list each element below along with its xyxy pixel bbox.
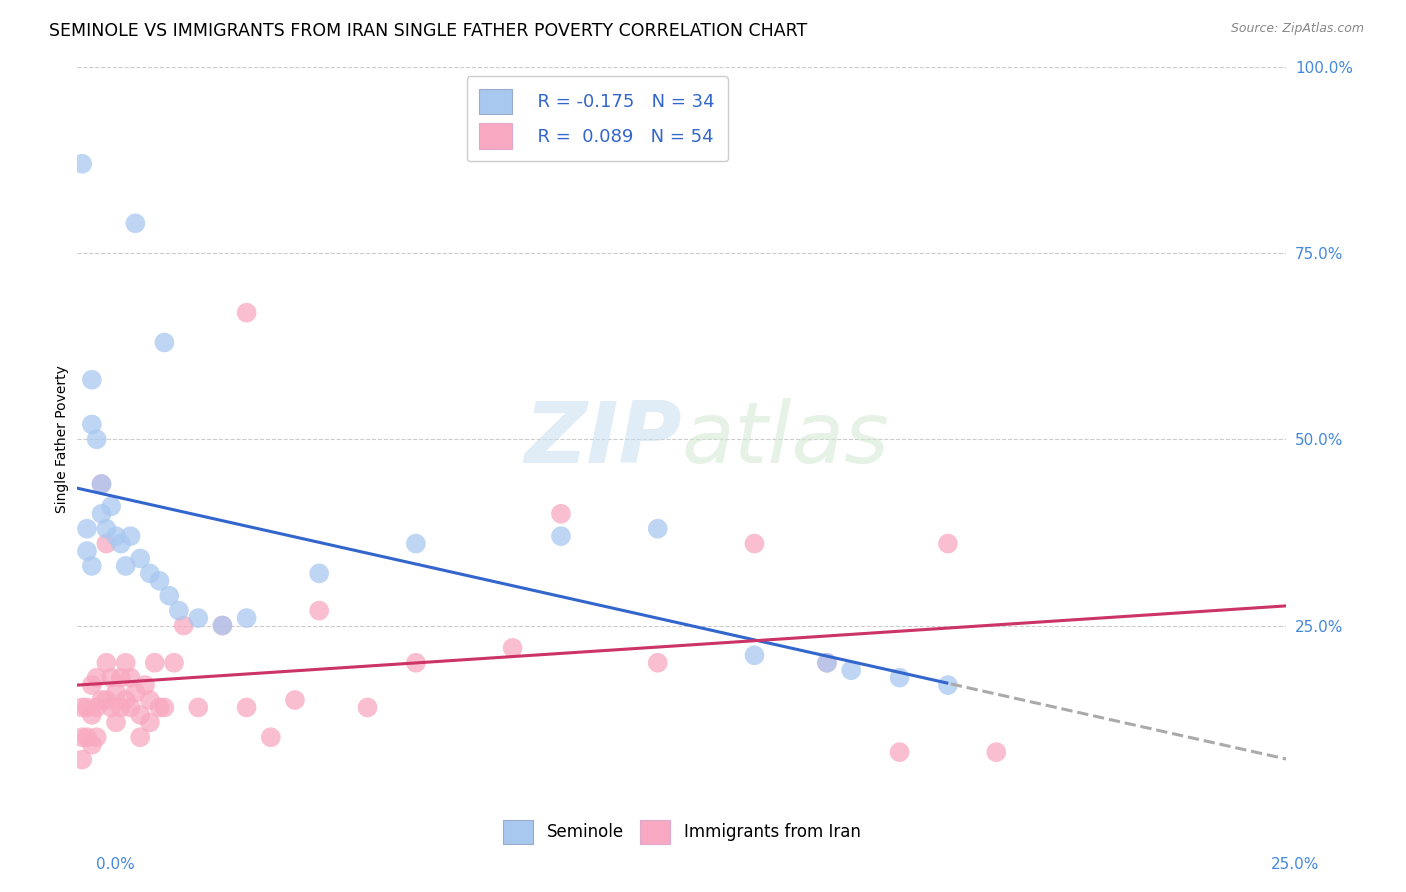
Point — [308, 604, 330, 618]
Point — [936, 536, 959, 550]
Point — [110, 536, 132, 550]
Point — [356, 700, 378, 714]
Point — [90, 507, 112, 521]
Text: SEMINOLE VS IMMIGRANTS FROM IRAN SINGLE FATHER POVERTY CORRELATION CHART: SEMINOLE VS IMMIGRANTS FROM IRAN SINGLE … — [49, 22, 807, 40]
Point — [120, 671, 142, 685]
Point — [744, 536, 766, 550]
Point — [120, 529, 142, 543]
Point — [80, 417, 103, 432]
Point — [105, 715, 128, 730]
Point — [134, 678, 156, 692]
Point — [114, 693, 136, 707]
Point — [889, 745, 911, 759]
Point — [90, 477, 112, 491]
Point — [211, 618, 233, 632]
Point — [139, 693, 162, 707]
Point — [157, 589, 180, 603]
Point — [187, 611, 209, 625]
Point — [124, 216, 146, 230]
Point — [100, 500, 122, 514]
Point — [105, 529, 128, 543]
Point — [96, 693, 118, 707]
Text: atlas: atlas — [682, 398, 890, 481]
Point — [815, 656, 838, 670]
Point — [647, 522, 669, 536]
Point — [100, 671, 122, 685]
Point — [86, 730, 108, 744]
Point — [308, 566, 330, 581]
Point — [114, 558, 136, 573]
Point — [114, 656, 136, 670]
Point — [550, 529, 572, 543]
Point — [90, 477, 112, 491]
Point — [70, 700, 93, 714]
Point — [100, 700, 122, 714]
Point — [86, 433, 108, 447]
Point — [153, 335, 176, 350]
Point — [647, 656, 669, 670]
Point — [70, 730, 93, 744]
Point — [986, 745, 1008, 759]
Y-axis label: Single Father Poverty: Single Father Poverty — [55, 366, 69, 513]
Point — [744, 648, 766, 663]
Point — [839, 663, 862, 677]
Point — [405, 536, 427, 550]
Point — [163, 656, 186, 670]
Text: 0.0%: 0.0% — [96, 857, 135, 872]
Point — [76, 522, 98, 536]
Point — [110, 671, 132, 685]
Point — [235, 306, 257, 320]
Point — [211, 618, 233, 632]
Point — [260, 730, 283, 744]
Point — [889, 671, 911, 685]
Point — [86, 700, 108, 714]
Point — [148, 700, 170, 714]
Point — [143, 656, 166, 670]
Text: 25.0%: 25.0% — [1271, 857, 1319, 872]
Point — [284, 693, 307, 707]
Point — [167, 604, 190, 618]
Point — [96, 522, 118, 536]
Point — [139, 715, 162, 730]
Point — [110, 700, 132, 714]
Point — [502, 640, 524, 655]
Point — [120, 700, 142, 714]
Legend: Seminole, Immigrants from Iran: Seminole, Immigrants from Iran — [492, 809, 872, 855]
Point — [76, 730, 98, 744]
Point — [129, 707, 152, 722]
Point — [76, 544, 98, 558]
Point — [86, 671, 108, 685]
Point — [80, 678, 103, 692]
Point — [235, 611, 257, 625]
Point — [153, 700, 176, 714]
Point — [129, 730, 152, 744]
Point — [936, 678, 959, 692]
Point — [815, 656, 838, 670]
Point — [96, 656, 118, 670]
Point — [105, 685, 128, 699]
Point — [550, 507, 572, 521]
Point — [90, 693, 112, 707]
Point — [70, 753, 93, 767]
Point — [139, 566, 162, 581]
Point — [76, 700, 98, 714]
Point — [80, 558, 103, 573]
Point — [187, 700, 209, 714]
Point — [70, 157, 93, 171]
Point — [129, 551, 152, 566]
Point — [80, 373, 103, 387]
Point — [96, 536, 118, 550]
Point — [80, 707, 103, 722]
Point — [173, 618, 195, 632]
Point — [405, 656, 427, 670]
Point — [148, 574, 170, 588]
Point — [235, 700, 257, 714]
Point — [124, 685, 146, 699]
Point — [80, 738, 103, 752]
Text: ZIP: ZIP — [524, 398, 682, 481]
Text: Source: ZipAtlas.com: Source: ZipAtlas.com — [1230, 22, 1364, 36]
